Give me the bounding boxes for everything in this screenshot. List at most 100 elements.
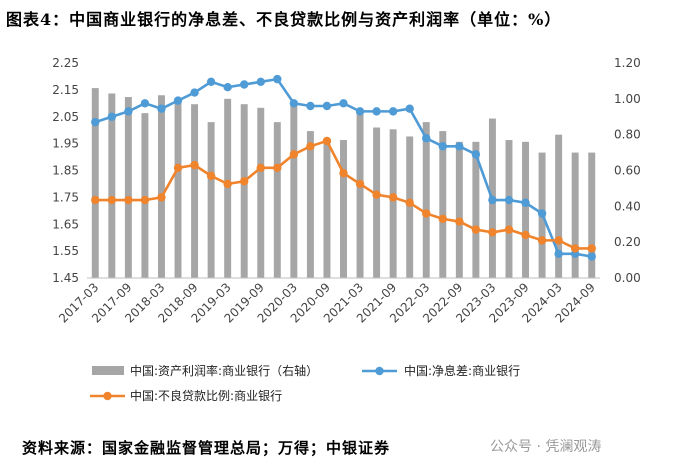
combo-chart: 1.45 1.55 1.65 1.75 1.85 1.95 2.05 2.15 2.25 0.0…	[52, 56, 641, 403]
npl-point	[405, 198, 414, 207]
left-axis-tick-label: 1.85	[52, 164, 79, 178]
nim-point	[471, 150, 481, 159]
npl-point	[438, 214, 447, 224]
roa-bar	[439, 131, 447, 278]
nim-point	[107, 112, 117, 121]
nim-point	[388, 107, 398, 116]
npl-point	[173, 163, 183, 173]
roa-bar	[207, 122, 215, 278]
npl-point	[206, 171, 216, 181]
right-axis-tick-label: 0.80	[614, 128, 641, 142]
legend-label-npl: 中国:不良贷款比例:商业银行	[130, 388, 282, 403]
nim-point	[521, 198, 530, 207]
right-axis-tick-label: 0.20	[614, 235, 641, 249]
roa-bar	[340, 140, 347, 278]
npl-point	[273, 163, 282, 173]
left-axis-tick-label: 1.95	[52, 137, 79, 151]
roa-bar	[174, 98, 182, 278]
nim-point	[124, 107, 133, 116]
roa-bar	[240, 104, 248, 278]
nim-point	[223, 82, 232, 92]
nim-point	[355, 107, 365, 116]
npl-point	[537, 236, 547, 245]
npl-point	[471, 225, 481, 234]
roa-bar	[108, 93, 116, 278]
nim-point	[273, 74, 282, 84]
roa-bar	[224, 98, 232, 278]
npl-point	[372, 190, 381, 199]
npl-point	[140, 195, 150, 205]
left-axis-tick-label: 1.55	[52, 244, 79, 258]
roa-bar	[290, 100, 298, 278]
npl-point	[107, 195, 117, 205]
left-axis-tick-label: 1.45	[52, 271, 79, 285]
x-axis-ticks: 2017-032017-092018-032018-092019-032019-…	[56, 277, 600, 326]
legend: 中国:资产利润率:商业银行（右轴） 中国:净息差:商业银行中国:不良贷款比例:商业…	[90, 363, 520, 403]
watermark: 公众号 · 凭澜观涛	[490, 439, 602, 455]
line-series	[91, 74, 596, 261]
roa-bar	[406, 136, 414, 278]
nim-point	[554, 249, 563, 259]
chart-title: 图表4：中国商业银行的净息差、不良贷款比例与资产利润率（单位：%）	[6, 10, 562, 29]
nim-point	[422, 134, 431, 143]
roa-bar	[157, 95, 165, 278]
legend-marker-nim	[375, 366, 384, 376]
roa-bar	[422, 122, 430, 278]
right-axis-tick-label: 1.00	[614, 92, 641, 106]
right-axis-tick-label: 0.00	[614, 271, 641, 285]
left-axis-tick-label: 1.65	[52, 217, 79, 231]
nim-point	[306, 101, 315, 111]
roa-bar	[472, 141, 480, 278]
nim-point	[289, 99, 299, 108]
roa-bar	[389, 129, 397, 278]
left-axis-tick-label: 2.05	[52, 110, 79, 124]
npl-point	[455, 217, 464, 226]
roa-bar	[522, 141, 530, 278]
npl-point	[322, 136, 332, 146]
npl-point	[339, 168, 348, 178]
roa-bar	[571, 152, 579, 278]
roa-bar	[306, 131, 314, 278]
npl-point	[504, 225, 514, 234]
left-axis-tick-label: 2.25	[52, 56, 79, 70]
roa-bar	[505, 140, 513, 278]
nim-point	[190, 88, 199, 97]
right-axis-tick-label: 0.60	[614, 164, 641, 178]
source-note: 资料来源：国家金融监督管理总局；万得；中银证券	[22, 439, 391, 457]
npl-point	[223, 179, 232, 189]
roa-bar	[588, 152, 596, 278]
roa-bar	[257, 107, 265, 279]
nim-point	[173, 96, 183, 105]
chart-area: 1.45 1.55 1.65 1.75 1.85 1.95 2.05 2.15 2.25 0.0…	[52, 37, 658, 429]
roa-bar	[373, 127, 381, 278]
left-axis-ticks: 1.45 1.55 1.65 1.75 1.85 1.95 2.05 2.15 2.25	[52, 56, 79, 285]
nim-point	[405, 104, 414, 113]
npl-point	[190, 160, 199, 170]
roa-bar	[141, 113, 149, 279]
nim-point	[240, 80, 249, 89]
nim-point	[455, 142, 464, 151]
roa-bar	[191, 104, 199, 278]
roa-bar	[273, 122, 281, 278]
npl-point	[587, 244, 596, 253]
roa-bar	[555, 134, 563, 278]
roa-bar	[323, 140, 331, 278]
nim-point	[339, 99, 348, 108]
legend-label-roa: 中国:资产利润率:商业银行（右轴）	[130, 363, 318, 378]
npl-point	[355, 179, 365, 189]
npl-point	[488, 228, 497, 237]
nim-point	[587, 252, 596, 261]
roa-bar	[356, 111, 364, 278]
legend-label-nim: 中国:净息差:商业银行	[404, 363, 520, 378]
legend-swatch-roa	[92, 366, 124, 375]
npl-point	[240, 177, 249, 186]
npl-point	[570, 244, 580, 253]
nim-point	[504, 195, 514, 205]
npl-point	[306, 142, 315, 151]
npl-point	[388, 193, 398, 202]
nim-point	[537, 209, 547, 218]
nim-point	[322, 101, 332, 111]
roa-bar	[124, 97, 132, 278]
left-axis-tick-label: 2.15	[52, 83, 79, 97]
right-axis-tick-label: 0.40	[614, 199, 641, 213]
